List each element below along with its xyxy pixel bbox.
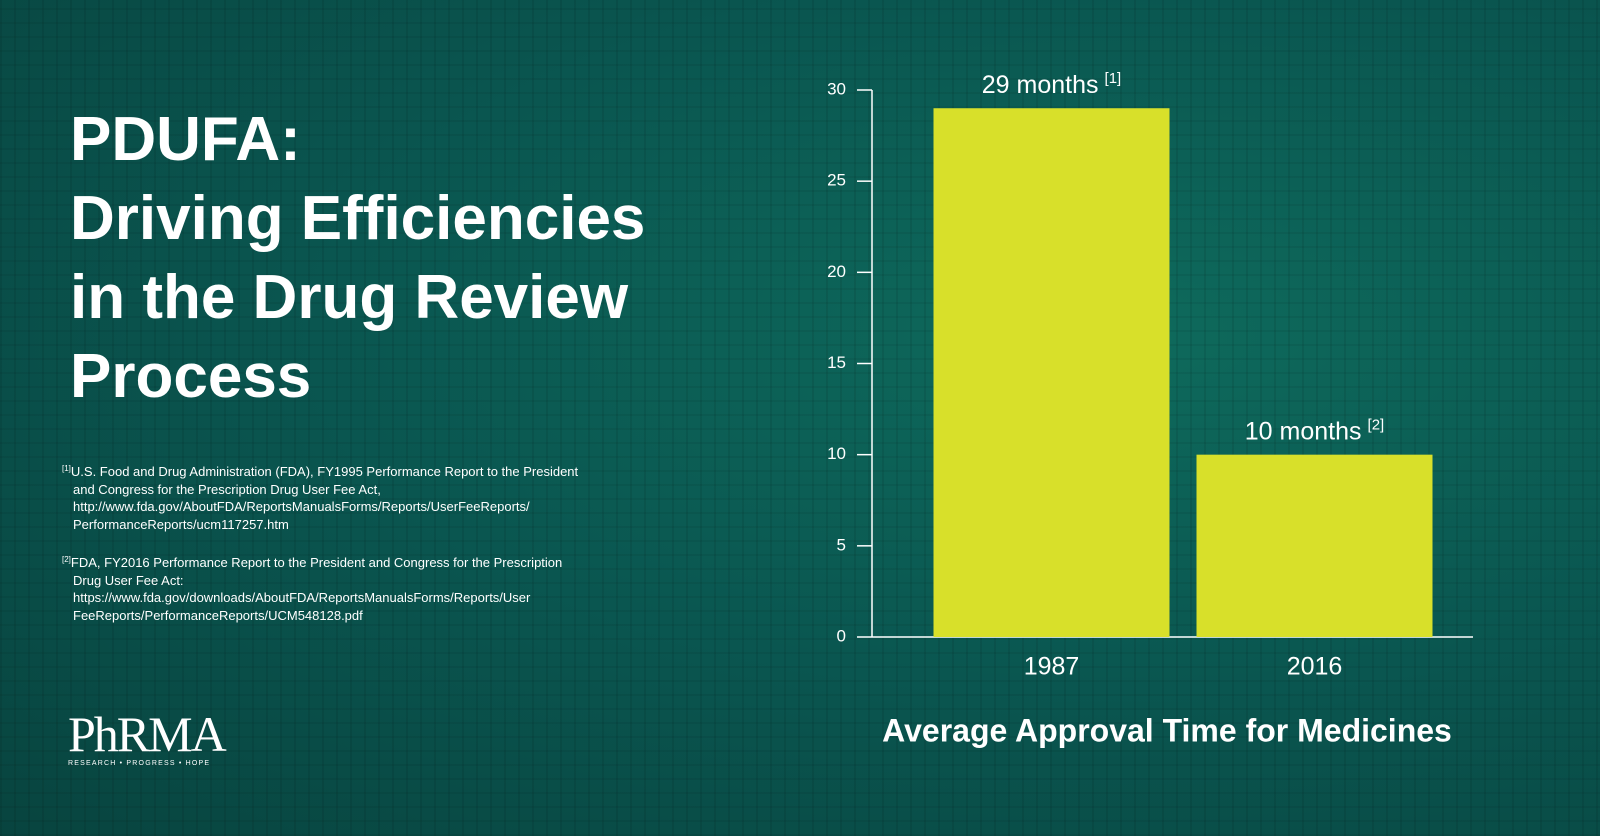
value-label-text: 10 months xyxy=(1245,417,1362,445)
title-line: PDUFA: xyxy=(70,105,301,174)
y-tick-label: 15 xyxy=(827,353,846,372)
title-line: Driving Efficiencies xyxy=(70,184,646,253)
title-line: Process xyxy=(70,342,312,411)
y-tick-label: 30 xyxy=(827,79,846,98)
x-tick-label: 1987 xyxy=(1024,653,1080,681)
footnote-marker: [1] xyxy=(62,464,71,473)
y-tick-label: 20 xyxy=(827,262,846,281)
logo-tagline: RESEARCH • PROGRESS • HOPE xyxy=(68,760,211,767)
x-tick-label: 2016 xyxy=(1287,653,1343,681)
x-axis-label: Average Approval Time for Medicines xyxy=(882,712,1452,748)
value-label-note: [1] xyxy=(1105,70,1122,87)
logo: PhRMA RESEARCH • PROGRESS • HOPE xyxy=(68,706,227,767)
footnote: [2]FDA, FY2016 Performance Report to the… xyxy=(62,551,582,624)
y-tick-label: 5 xyxy=(837,535,846,554)
y-tick-label: 0 xyxy=(837,626,846,645)
bar xyxy=(1196,454,1433,637)
footnote-text: U.S. Food and Drug Administration (FDA),… xyxy=(70,464,579,532)
footnote-marker: [2] xyxy=(62,555,71,564)
value-label-text: 29 months xyxy=(982,71,1099,99)
logo-name: PhRMA xyxy=(68,706,227,762)
title: PDUFA: Driving Efficiencies in the Drug … xyxy=(70,100,645,416)
footnote: [1]U.S. Food and Drug Administration (FD… xyxy=(62,460,582,533)
value-label: 29 months [1] xyxy=(982,70,1121,99)
y-tick-label: 25 xyxy=(827,171,846,190)
footnotes: [1]U.S. Food and Drug Administration (FD… xyxy=(62,460,582,642)
value-label: 10 months [2] xyxy=(1245,417,1384,446)
footnote-text: FDA, FY2016 Performance Report to the Pr… xyxy=(70,555,563,623)
title-line: in the Drug Review xyxy=(70,263,629,332)
bar xyxy=(933,108,1170,637)
y-tick-label: 10 xyxy=(827,444,846,463)
value-label-note: [2] xyxy=(1368,417,1385,434)
